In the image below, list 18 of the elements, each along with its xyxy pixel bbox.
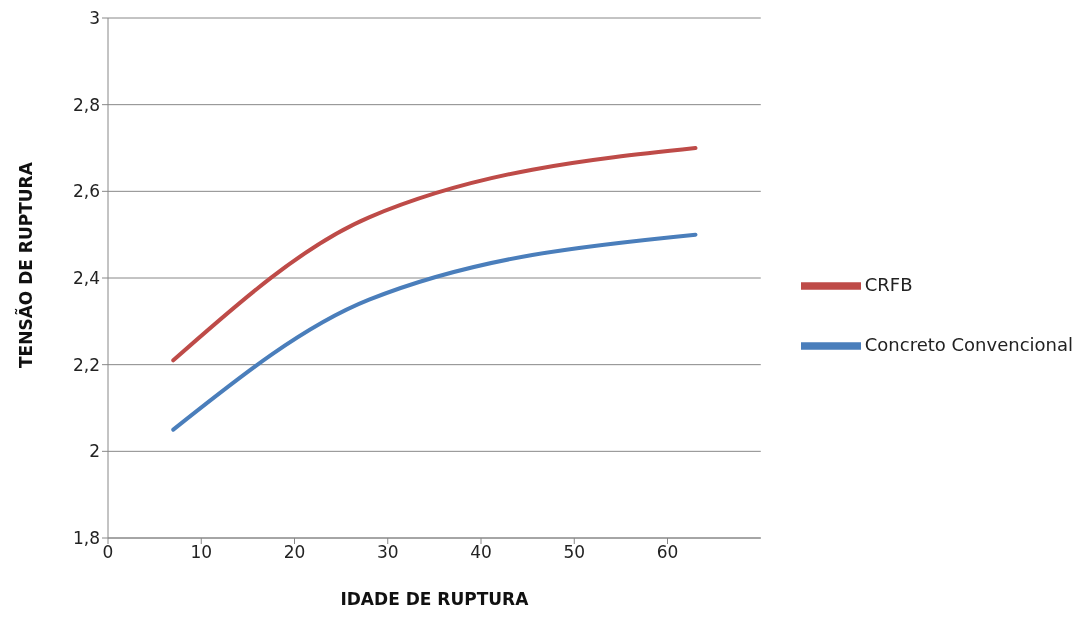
y-tick-label: 2,4 <box>72 268 100 289</box>
x-tick-label: 40 <box>470 542 492 563</box>
y-tick-label: 2,2 <box>72 354 100 375</box>
legend-label: Concreto Convencional <box>864 333 1073 355</box>
y-tick-label: 3 <box>89 8 100 29</box>
y-tick-label: 1,8 <box>72 528 100 549</box>
legend-label: CRFB <box>864 273 913 295</box>
x-tick-label: 10 <box>190 542 213 563</box>
x-tick-label: 30 <box>376 542 399 563</box>
y-tick-label: 2 <box>89 441 100 462</box>
x-tick-label: 20 <box>283 542 306 563</box>
x-tick-label: 50 <box>563 542 586 563</box>
y-tick-label: 2,6 <box>72 181 100 202</box>
x-axis-title: IDADE DE RUPTURA <box>340 589 530 609</box>
x-tick-label: 60 <box>656 542 679 563</box>
y-tick-label: 2,8 <box>72 94 100 115</box>
y-axis-title: TENSÃO DE RUPTURA <box>14 161 37 368</box>
x-tick-label: 0 <box>102 542 114 563</box>
